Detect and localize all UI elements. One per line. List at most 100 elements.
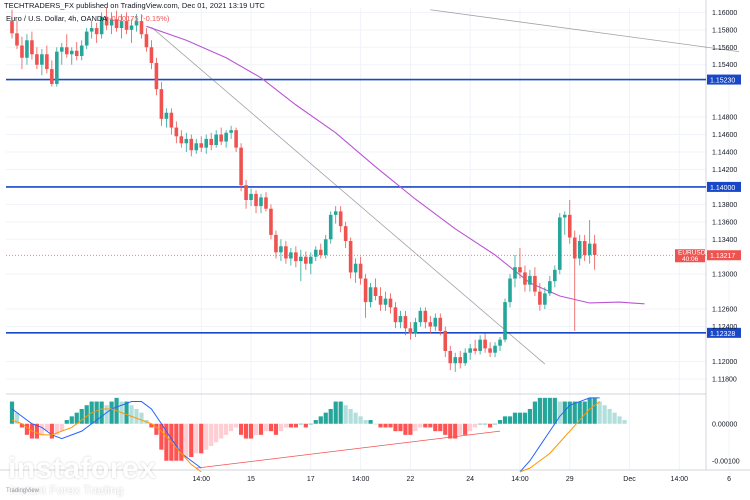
candle-body bbox=[69, 50, 74, 55]
macd-bar bbox=[174, 423, 179, 461]
macd-bar bbox=[408, 423, 413, 435]
symbol-name: Euro / U.S. Dollar, 4h, OANDA bbox=[6, 14, 107, 23]
macd-bar bbox=[602, 405, 607, 424]
price-tick-label: 1.12000 bbox=[712, 359, 737, 366]
macd-bar bbox=[403, 423, 408, 435]
macd-bar bbox=[129, 405, 134, 424]
level-label-bg bbox=[707, 327, 741, 338]
candle-body bbox=[89, 28, 94, 32]
chart-grid bbox=[0, 0, 750, 471]
price-tick-label: 1.14800 bbox=[712, 115, 737, 122]
current-price-symbol: EURUSD bbox=[678, 250, 706, 257]
candle-body bbox=[30, 40, 34, 55]
macd-bar bbox=[19, 423, 25, 428]
time-axis[interactable]: 14:00 15 17 14:00 22 24 14:00 29 Dec 14:00 6 bbox=[192, 476, 731, 483]
candle-body bbox=[323, 239, 328, 255]
macd-bar bbox=[99, 401, 104, 424]
candle-body bbox=[274, 234, 278, 253]
candle-body bbox=[348, 241, 353, 273]
candle-body bbox=[224, 132, 228, 142]
watermark-brand: instaforex bbox=[8, 452, 157, 485]
macd-bar bbox=[44, 423, 49, 432]
candle-body bbox=[184, 138, 189, 144]
macd-bar bbox=[552, 397, 557, 424]
macd-bar bbox=[243, 423, 249, 439]
macd-bar bbox=[532, 401, 537, 424]
macd-bar bbox=[308, 423, 313, 425]
candle-body bbox=[343, 226, 348, 242]
time-tick-label: 14:00 bbox=[511, 476, 529, 483]
macd-bar bbox=[607, 408, 612, 424]
macd-bar bbox=[527, 408, 533, 424]
candle-body bbox=[60, 47, 64, 52]
macd-bar bbox=[288, 423, 293, 428]
time-tick-label: 22 bbox=[407, 476, 415, 483]
price-tick-label: 1.13000 bbox=[712, 272, 737, 279]
macd-bar bbox=[507, 416, 513, 424]
candle-body bbox=[179, 136, 184, 144]
macd-bar bbox=[617, 416, 622, 424]
candle-body bbox=[418, 310, 423, 323]
macd-bar bbox=[298, 423, 303, 425]
macd-bar bbox=[109, 401, 114, 424]
candle-body bbox=[55, 51, 59, 84]
macd-bar bbox=[24, 423, 30, 435]
macd-bar bbox=[338, 401, 343, 424]
macd-bar bbox=[159, 423, 164, 450]
candle-body bbox=[40, 54, 44, 65]
current-price-tag-bg bbox=[675, 249, 705, 263]
macd-bar bbox=[587, 397, 592, 424]
candle-body bbox=[84, 31, 89, 46]
macd-bar bbox=[582, 401, 587, 424]
macd-bar bbox=[94, 401, 99, 424]
trendlines bbox=[151, 9, 740, 365]
instaforex-watermark: instaforex Instant Forex Trading bbox=[8, 452, 156, 497]
macd-bar bbox=[567, 401, 572, 424]
candle-body bbox=[368, 287, 373, 303]
candle-body bbox=[229, 130, 233, 133]
candle-body bbox=[199, 143, 204, 148]
time-tick-label: 29 bbox=[566, 476, 574, 483]
candle-body bbox=[582, 241, 587, 255]
macd-bar bbox=[79, 408, 84, 424]
candle-body bbox=[498, 339, 502, 346]
macd-bar bbox=[209, 423, 214, 446]
candle-body bbox=[64, 47, 69, 55]
candle-body bbox=[508, 278, 512, 303]
trendline bbox=[430, 9, 740, 53]
macd-bar bbox=[214, 423, 219, 443]
candle-body bbox=[408, 328, 413, 334]
candle-body bbox=[129, 25, 134, 30]
candle-body bbox=[214, 134, 218, 146]
macd-bar bbox=[229, 423, 234, 432]
price-tick-label: 1.12600 bbox=[712, 307, 737, 314]
macd-bar bbox=[418, 423, 423, 428]
macd-bar bbox=[9, 401, 15, 424]
moving-average bbox=[146, 25, 645, 305]
time-tick-label: 14:00 bbox=[671, 476, 689, 483]
macd-bar bbox=[517, 412, 523, 424]
macd-bar bbox=[393, 423, 398, 432]
macd-bar bbox=[84, 405, 89, 424]
candle-body bbox=[239, 147, 243, 186]
candle-body bbox=[483, 339, 487, 349]
candle-body bbox=[25, 40, 29, 58]
candle-body bbox=[577, 241, 582, 259]
candle-body bbox=[413, 322, 418, 334]
macd-bar bbox=[248, 423, 254, 439]
candle-body bbox=[338, 211, 343, 227]
candle-body bbox=[249, 193, 253, 200]
macd-bar bbox=[487, 423, 493, 428]
candle-body bbox=[572, 237, 577, 259]
level-label-bg bbox=[707, 74, 741, 85]
candle-body bbox=[104, 16, 109, 26]
macd-bar bbox=[74, 412, 79, 424]
macd-bar bbox=[478, 423, 483, 425]
macd-bar bbox=[104, 405, 109, 424]
price-tick-label: 1.11800 bbox=[712, 376, 737, 383]
price-tick-label: 1.16000 bbox=[712, 10, 737, 17]
macd-bar bbox=[363, 420, 368, 424]
macd-bar bbox=[428, 423, 433, 428]
